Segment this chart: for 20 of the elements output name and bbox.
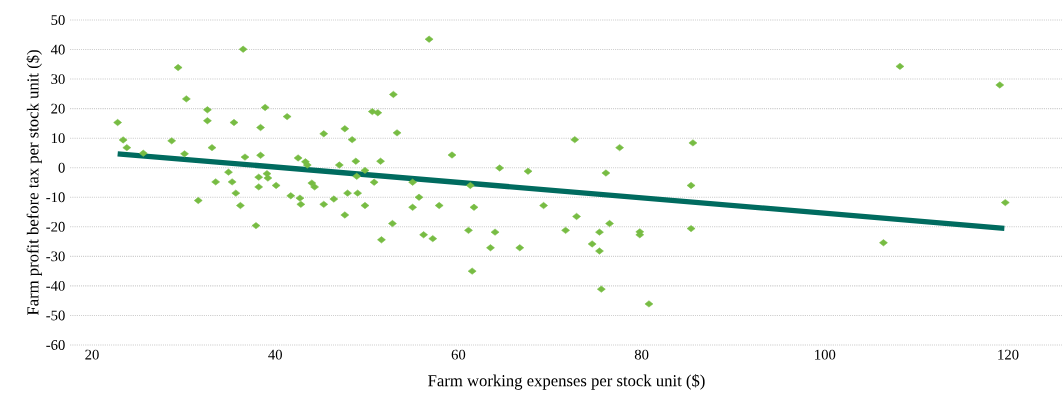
y-tick-label: -30 — [46, 251, 65, 262]
y-axis-title: Farm profit before tax per stock unit ($) — [26, 50, 42, 316]
y-tick-label: 10 — [51, 133, 65, 144]
y-tick-label: 40 — [50, 44, 65, 55]
x-axis-title: Farm working expenses per stock unit ($) — [428, 374, 705, 390]
y-tick-label: 50 — [51, 15, 65, 25]
y-tick-label: -60 — [46, 340, 65, 350]
x-tick-label: 80 — [634, 349, 649, 360]
y-tick-label: 30 — [51, 74, 65, 85]
y-tick-label: 20 — [51, 103, 65, 114]
x-tick-label: 60 — [451, 349, 466, 360]
x-tick-label: 120 — [998, 349, 1019, 360]
x-tick-label: 40 — [268, 349, 282, 360]
y-tick-label: -40 — [46, 280, 65, 291]
y-tick-label: 0 — [58, 162, 65, 173]
y-tick-label: -20 — [46, 221, 65, 232]
y-tick-label: -50 — [46, 310, 65, 321]
x-tick-label: 20 — [85, 349, 99, 360]
x-tick-label: 100 — [815, 349, 836, 360]
y-tick-label: -10 — [46, 192, 65, 203]
